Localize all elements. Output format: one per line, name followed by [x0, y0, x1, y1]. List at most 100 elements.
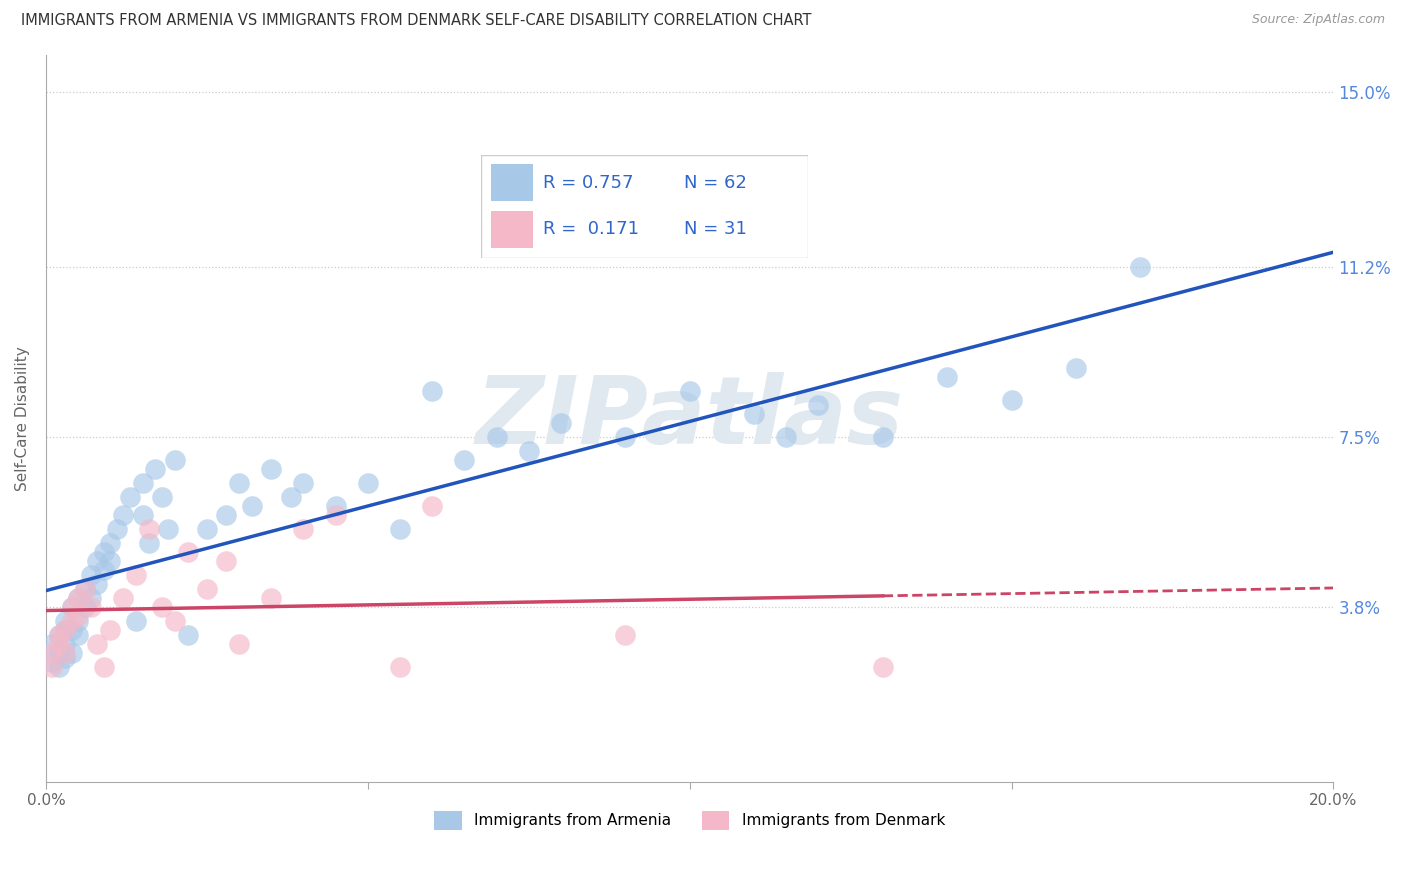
Point [53, 623, 76, 637]
Point [453, 452, 475, 467]
Point [41, 637, 63, 651]
Point [67, 591, 90, 605]
Point [742, 407, 765, 421]
Point [93, 659, 115, 673]
Point [67, 614, 90, 628]
Text: N = 62: N = 62 [683, 174, 747, 192]
Point [228, 475, 250, 490]
Point [325, 508, 347, 522]
Point [420, 499, 443, 513]
Point [80, 599, 103, 614]
Point [60, 614, 83, 628]
Point [150, 599, 173, 614]
Point [292, 522, 315, 536]
Point [53, 646, 76, 660]
Point [420, 384, 443, 398]
Bar [491, 164, 533, 202]
Bar [491, 211, 533, 248]
Point [325, 499, 347, 513]
Point [163, 614, 186, 628]
Point [53, 623, 76, 637]
Y-axis label: Self-Care Disability: Self-Care Disability [15, 346, 30, 491]
Point [195, 582, 218, 596]
Point [41, 655, 63, 669]
Point [86, 637, 108, 651]
Point [93, 563, 115, 577]
Point [176, 627, 198, 641]
Point [176, 545, 198, 559]
Point [73, 582, 96, 596]
Point [936, 370, 959, 384]
Point [195, 522, 218, 536]
Point [48, 646, 70, 660]
Point [240, 499, 263, 513]
Point [98, 623, 121, 637]
Point [150, 490, 173, 504]
Point [53, 614, 76, 628]
Point [228, 637, 250, 651]
Point [1064, 360, 1087, 375]
Point [389, 659, 412, 673]
Point [163, 452, 186, 467]
Point [215, 554, 238, 568]
Point [67, 627, 90, 641]
Point [357, 475, 380, 490]
Point [807, 398, 830, 412]
Point [145, 462, 167, 476]
Point [80, 567, 103, 582]
Point [41, 659, 63, 673]
Point [550, 416, 572, 430]
Point [48, 637, 70, 651]
Point [98, 554, 121, 568]
Point [67, 591, 90, 605]
Point [280, 490, 302, 504]
Point [292, 475, 315, 490]
Point [872, 659, 894, 673]
Point [260, 462, 283, 476]
Point [125, 614, 148, 628]
Point [389, 522, 412, 536]
Text: R =  0.171: R = 0.171 [543, 220, 638, 238]
Text: IMMIGRANTS FROM ARMENIA VS IMMIGRANTS FROM DENMARK SELF-CARE DISABILITY CORRELAT: IMMIGRANTS FROM ARMENIA VS IMMIGRANTS FR… [21, 13, 811, 29]
Point [98, 535, 121, 549]
Point [614, 430, 637, 444]
Point [105, 522, 128, 536]
Point [118, 490, 141, 504]
Point [53, 637, 76, 651]
Text: N = 31: N = 31 [683, 220, 747, 238]
Point [73, 582, 96, 596]
Point [93, 545, 115, 559]
Point [215, 508, 238, 522]
Point [1000, 392, 1022, 407]
Point [517, 443, 540, 458]
Point [131, 475, 153, 490]
Text: Source: ZipAtlas.com: Source: ZipAtlas.com [1251, 13, 1385, 27]
Point [48, 627, 70, 641]
Point [614, 627, 637, 641]
Text: R = 0.757: R = 0.757 [543, 174, 634, 192]
Point [60, 599, 83, 614]
Point [48, 627, 70, 641]
Point [67, 609, 90, 624]
Point [112, 591, 135, 605]
Point [260, 591, 283, 605]
Point [112, 508, 135, 522]
Point [872, 430, 894, 444]
Legend: Immigrants from Armenia, Immigrants from Denmark: Immigrants from Armenia, Immigrants from… [429, 805, 950, 836]
Point [73, 599, 96, 614]
Point [80, 591, 103, 605]
Point [60, 623, 83, 637]
Point [53, 650, 76, 665]
Point [138, 535, 160, 549]
Point [60, 599, 83, 614]
Point [86, 577, 108, 591]
Point [157, 522, 180, 536]
Point [125, 567, 148, 582]
Point [86, 554, 108, 568]
Point [1129, 260, 1152, 274]
Point [41, 646, 63, 660]
Text: ZIPatlas: ZIPatlas [475, 372, 904, 465]
Point [48, 659, 70, 673]
Point [60, 646, 83, 660]
Point [775, 430, 797, 444]
